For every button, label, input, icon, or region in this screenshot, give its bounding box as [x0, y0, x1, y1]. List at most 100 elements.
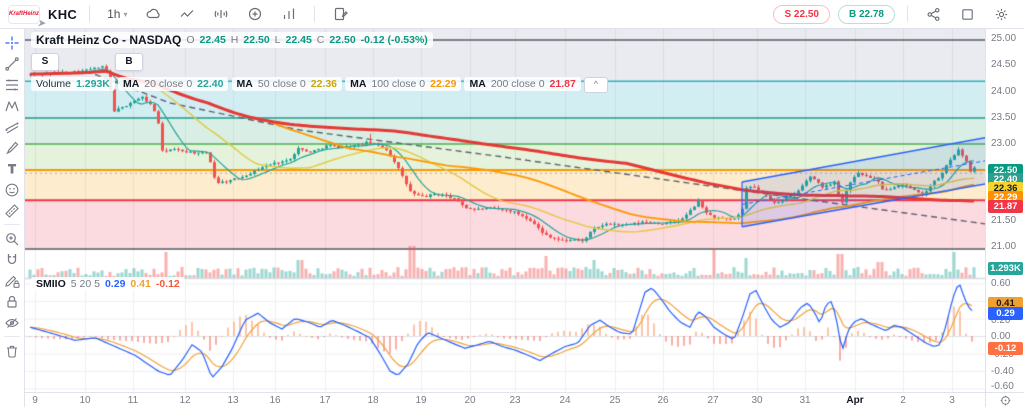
symbol-button[interactable]: KHC — [48, 6, 78, 22]
tool-lock-all[interactable] — [1, 291, 23, 312]
tool-trend-line[interactable] — [1, 53, 23, 74]
price-badge: 1.293K — [988, 261, 1023, 275]
time-axis-label: 3 — [949, 395, 955, 406]
tool-zoom-in[interactable] — [1, 228, 23, 249]
tool-hide-all[interactable] — [1, 312, 23, 333]
time-axis-label: 10 — [79, 395, 91, 406]
low-label: L — [274, 34, 281, 46]
fullscreen-button[interactable] — [954, 3, 980, 25]
ma20-legend-row[interactable]: MA 20 close 0 22.40 — [117, 77, 229, 91]
trend-line-icon — [5, 56, 19, 71]
price-axis[interactable]: 25.00 24.50 24.00 23.50 23.00 21.50 21.00 0.60 0… — [985, 28, 1024, 392]
xabcd-pattern-icon — [5, 100, 19, 111]
tool-measure[interactable] — [1, 200, 23, 221]
divider — [4, 224, 20, 225]
time-axis-label: 18 — [367, 395, 379, 406]
time-axis-label: 30 — [751, 395, 763, 406]
clipboard-pencil-icon — [335, 7, 349, 21]
smiio-label: SMIIO — [36, 278, 66, 290]
price-axis-label: 25.00 — [991, 33, 1017, 44]
tool-text[interactable]: T — [1, 158, 23, 179]
high-value: 22.50 — [243, 34, 270, 46]
timeframe-value: 1h — [107, 7, 121, 21]
tool-fib-retracement[interactable] — [1, 74, 23, 95]
indicators-button[interactable] — [208, 3, 234, 25]
volume-label: Volume — [36, 78, 72, 90]
tool-magnet[interactable] — [1, 249, 23, 270]
text-icon: T — [8, 161, 17, 176]
smiio-fast-value: 0.29 — [104, 278, 126, 290]
tool-remove-all[interactable] — [1, 340, 23, 361]
price-badge: 0.41 — [988, 296, 1023, 310]
high-label: H — [230, 34, 239, 46]
ma-params: 20 close 0 — [144, 78, 193, 90]
tool-drawing-lock[interactable] — [1, 270, 23, 291]
ma-label: MA — [469, 78, 486, 90]
ma200-legend-row[interactable]: MA 200 close 0 21.87 — [464, 77, 581, 91]
svg-text:T: T — [8, 162, 16, 176]
divider — [907, 6, 908, 22]
time-axis-label: 27 — [707, 395, 719, 406]
line-chart-icon — [181, 10, 194, 17]
smiio-signal-value: 0.41 — [130, 278, 151, 290]
divider — [4, 336, 20, 337]
cursor-icon: ➤ — [37, 17, 45, 28]
trash-icon — [7, 345, 17, 358]
smiio-legend-row[interactable]: SMIIO 5 20 5 0.29 0.41 -0.12 — [31, 277, 185, 291]
buy-button[interactable]: B — [115, 53, 143, 71]
buy-price-pill[interactable]: B 22.78 — [837, 4, 895, 24]
time-axis-label: 12 — [179, 395, 191, 406]
magnet-icon — [7, 253, 17, 264]
time-axis-label: 20 — [464, 395, 476, 406]
financials-button[interactable] — [276, 3, 302, 25]
volume-legend-row[interactable]: Volume 1.293K — [31, 77, 115, 91]
cloud-icon — [147, 8, 161, 19]
ma50-legend-row[interactable]: MA 50 close 0 22.36 — [231, 77, 343, 91]
price-axis-label: 23.00 — [991, 138, 1017, 149]
lock-icon — [7, 295, 17, 308]
pencil-lock-icon — [5, 275, 20, 288]
sell-price-pill[interactable]: S 22.50 — [773, 4, 830, 24]
divider — [314, 6, 316, 22]
open-label: O — [186, 34, 195, 46]
time-axis-label: 17 — [319, 395, 331, 406]
axis-settings-corner[interactable] — [985, 392, 1024, 407]
eye-slash-icon — [5, 317, 19, 328]
close-label: C — [316, 34, 325, 46]
tool-xabcd-pattern[interactable] — [1, 95, 23, 116]
price-axis-label: 0.20 — [991, 315, 1011, 326]
tool-brush[interactable] — [1, 137, 23, 158]
open-value: 22.45 — [199, 34, 226, 46]
tool-emoji[interactable] — [1, 179, 23, 200]
timeframe-dropdown[interactable]: 1h ▾ — [102, 5, 132, 23]
time-axis-label: 24 — [559, 395, 571, 406]
broker-logo[interactable]: KraftHeinz ➤ — [8, 4, 45, 28]
ma-label: MA — [350, 78, 367, 90]
settings-button[interactable] — [988, 3, 1014, 25]
indicators-icon — [215, 10, 228, 18]
ma-value: 21.87 — [549, 78, 576, 90]
collapse-legend-button[interactable]: ^ — [583, 77, 608, 93]
sell-button[interactable]: S — [31, 53, 59, 71]
tool-crosshair[interactable] — [1, 32, 23, 53]
zoom-in-icon — [6, 232, 19, 245]
compare-button[interactable] — [242, 3, 268, 25]
save-layout-button[interactable] — [140, 3, 166, 25]
smiley-icon — [5, 183, 19, 196]
time-axis[interactable]: 9 10 11 12 13 16 17 18 19 20 23 24 25 26 27 30 31 Apr 2 3 — [25, 392, 985, 407]
order-buttons-row: S B — [31, 53, 161, 71]
tool-parallel-channel[interactable] — [1, 116, 23, 137]
ma-value: 22.40 — [197, 78, 224, 90]
plus-circle-icon — [249, 7, 262, 21]
price-axis-label: -0.20 — [991, 349, 1014, 360]
broker-logo-text: KraftHeinz — [9, 11, 40, 17]
ma-label: MA — [122, 78, 140, 90]
drawing-toolbar: T — [0, 28, 25, 407]
ma100-legend-row[interactable]: MA 100 close 0 22.29 — [345, 77, 462, 91]
alerts-button[interactable] — [327, 3, 353, 25]
share-button[interactable] — [920, 3, 946, 25]
chart-style-button[interactable] — [174, 3, 200, 25]
time-axis-label: 23 — [509, 395, 521, 406]
